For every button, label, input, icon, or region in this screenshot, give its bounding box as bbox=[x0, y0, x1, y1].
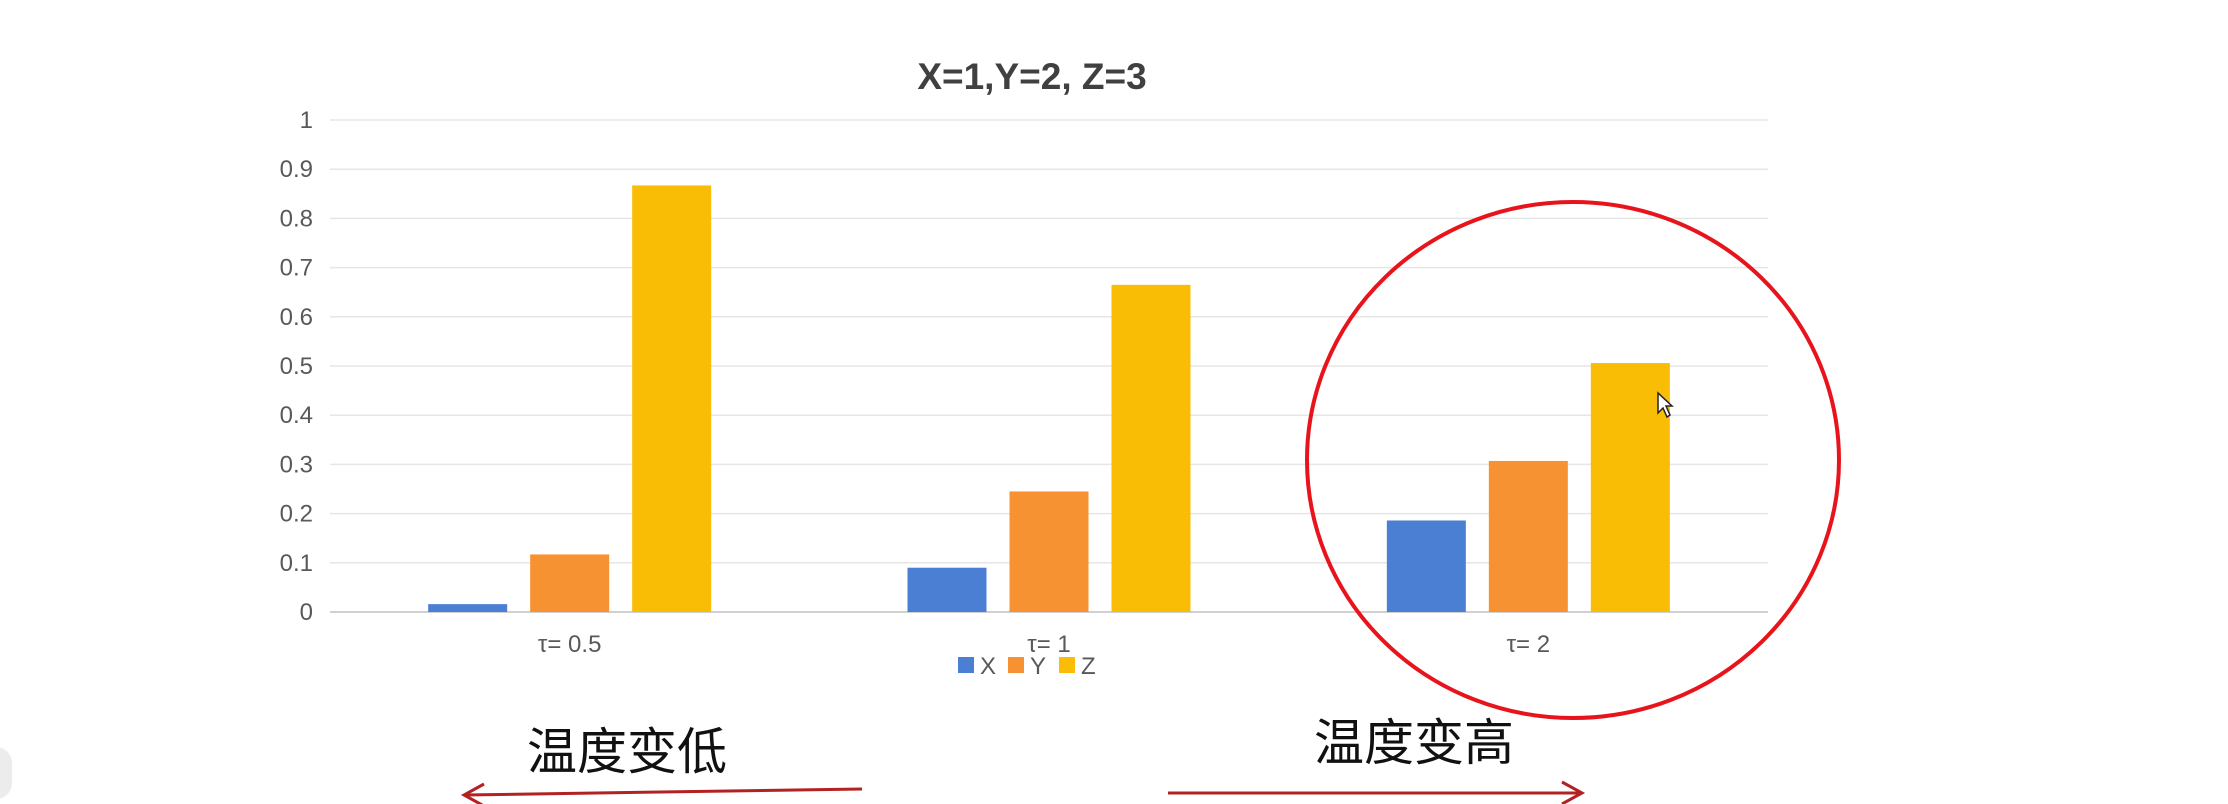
annotation-right-label: 温度变高 bbox=[1314, 714, 1514, 772]
arrow-left bbox=[460, 782, 863, 804]
x-axis-ticks: τ= 0.5 τ= 1 τ= 2 bbox=[538, 631, 1550, 658]
y-tick-label: 0.8 bbox=[280, 205, 313, 232]
legend-swatch-z bbox=[1059, 657, 1075, 673]
legend-swatch-y bbox=[1008, 657, 1024, 673]
y-tick-label: 0.7 bbox=[280, 255, 313, 282]
legend-label-y: Y bbox=[1030, 653, 1046, 680]
chart-title: X=1,Y=2, Z=3 bbox=[917, 56, 1146, 97]
bar-y-3 bbox=[1488, 460, 1568, 612]
legend-swatch-x bbox=[958, 657, 974, 673]
bar-z-2 bbox=[1111, 284, 1191, 612]
y-tick-label: 0.2 bbox=[280, 501, 313, 528]
y-tick-label: 0.9 bbox=[280, 156, 313, 183]
x-tick-label: τ= 2 bbox=[1507, 631, 1551, 658]
y-tick-label: 0.3 bbox=[280, 451, 313, 478]
side-panel-handle[interactable] bbox=[0, 747, 12, 799]
bar-x-2 bbox=[907, 567, 987, 612]
x-tick-label: τ= 0.5 bbox=[538, 631, 602, 658]
bar-z-1 bbox=[632, 185, 712, 612]
x-tick-label: τ= 1 bbox=[1027, 631, 1071, 658]
bar-y-1 bbox=[530, 554, 610, 612]
y-tick-label: 0.4 bbox=[280, 402, 313, 429]
y-tick-label: 0.1 bbox=[280, 550, 313, 577]
annotation-left-label: 温度变低 bbox=[527, 723, 727, 781]
y-axis-ticks: 0 0.1 0.2 0.3 0.4 0.5 0.6 0.7 0.8 0.9 1 bbox=[280, 107, 313, 626]
bar-x-1 bbox=[428, 604, 508, 612]
legend: X Y Z bbox=[958, 653, 1096, 680]
arrow-right bbox=[1168, 780, 1586, 804]
bar-z-3 bbox=[1590, 363, 1670, 612]
legend-label-x: X bbox=[980, 653, 996, 680]
y-tick-label: 0.6 bbox=[280, 304, 313, 331]
legend-label-z: Z bbox=[1081, 653, 1096, 680]
y-tick-label: 0.5 bbox=[280, 353, 313, 380]
y-tick-label: 0 bbox=[300, 599, 313, 626]
y-tick-label: 1 bbox=[300, 107, 313, 134]
bar-y-2 bbox=[1009, 491, 1089, 612]
highlight-circle bbox=[1305, 200, 1841, 720]
bar-x-3 bbox=[1386, 520, 1466, 612]
mouse-cursor-icon bbox=[1657, 391, 1674, 419]
bars bbox=[428, 185, 1670, 612]
